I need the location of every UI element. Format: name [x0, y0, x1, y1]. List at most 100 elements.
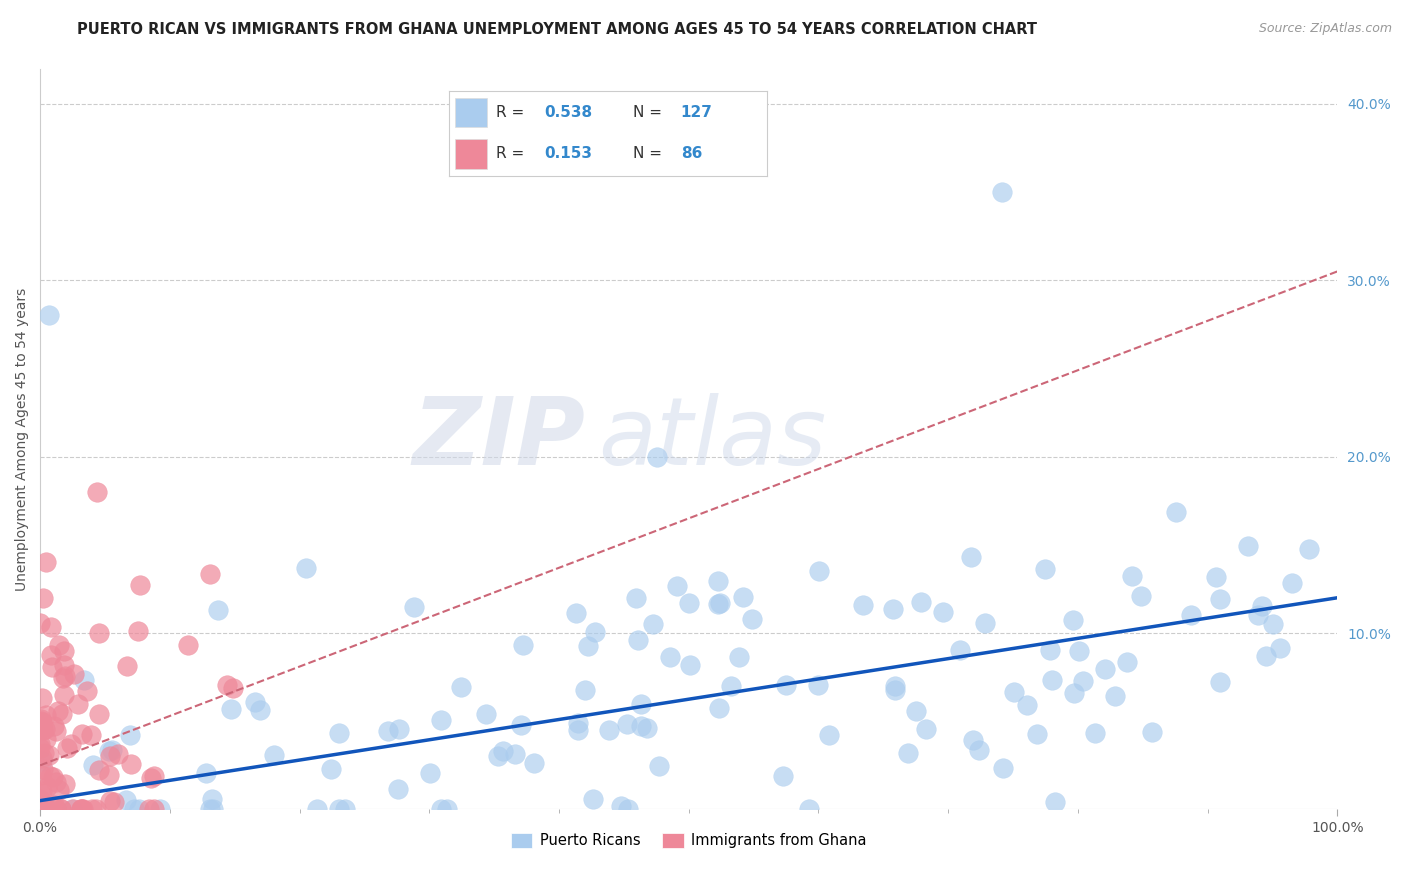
Point — [207, 603, 229, 617]
Point — [32, 802, 55, 816]
Point — [70, 802, 93, 816]
Point — [31, 690, 53, 705]
Point — [436, 802, 458, 816]
Point — [949, 642, 972, 657]
Point — [62, 802, 84, 816]
Point — [128, 577, 150, 591]
Point — [648, 758, 671, 772]
Point — [1237, 540, 1260, 554]
Point — [328, 802, 350, 816]
Point — [142, 769, 165, 783]
Point — [60, 737, 83, 751]
Point — [1121, 569, 1143, 583]
Point — [34, 723, 56, 737]
Point — [139, 771, 162, 785]
Point — [1015, 698, 1038, 712]
Point — [884, 679, 907, 693]
Point — [430, 802, 453, 816]
Point — [101, 743, 124, 757]
Point — [70, 802, 93, 816]
Point — [128, 802, 150, 816]
Point — [707, 574, 730, 589]
Point — [475, 707, 498, 722]
Point — [80, 802, 103, 816]
Point — [583, 625, 606, 640]
Point — [1140, 725, 1163, 739]
Point — [38, 769, 60, 783]
Point — [630, 697, 652, 711]
Point — [1164, 505, 1187, 519]
Point — [48, 639, 70, 653]
Point — [990, 185, 1012, 199]
Point — [328, 726, 350, 740]
Point — [263, 747, 285, 762]
Point — [87, 763, 110, 777]
Text: Source: ZipAtlas.com: Source: ZipAtlas.com — [1258, 22, 1392, 36]
Point — [967, 743, 990, 757]
Point — [30, 615, 52, 630]
Point — [659, 650, 682, 665]
Point — [35, 707, 58, 722]
Point — [53, 776, 76, 790]
Point — [598, 723, 620, 738]
Point — [387, 782, 409, 797]
Point — [388, 722, 411, 736]
Point — [1208, 675, 1230, 690]
Point — [34, 802, 56, 816]
Point — [932, 605, 955, 619]
Point — [42, 770, 65, 784]
Point — [49, 802, 72, 816]
Point — [707, 701, 730, 715]
Point — [630, 719, 652, 733]
Point — [73, 673, 96, 687]
Point — [52, 643, 75, 657]
Legend: Puerto Ricans, Immigrants from Ghana: Puerto Ricans, Immigrants from Ghana — [505, 827, 873, 854]
Point — [731, 590, 754, 604]
Point — [37, 780, 59, 795]
Point — [249, 703, 271, 717]
Point — [1281, 575, 1303, 590]
Point — [741, 612, 763, 626]
Point — [576, 639, 599, 653]
Point — [114, 793, 136, 807]
Point — [30, 802, 52, 816]
Point — [641, 617, 664, 632]
Point — [62, 802, 84, 816]
Point — [30, 712, 52, 726]
Point — [53, 657, 76, 672]
Text: ZIP: ZIP — [412, 393, 585, 485]
Point — [295, 560, 318, 574]
Point — [39, 620, 62, 634]
Point — [402, 600, 425, 615]
Point — [31, 720, 53, 734]
Point — [34, 556, 56, 570]
Point — [627, 633, 650, 648]
Point — [319, 762, 342, 776]
Point — [201, 802, 224, 816]
Point — [98, 768, 121, 782]
Point — [817, 728, 839, 742]
Point — [720, 679, 742, 693]
Point — [44, 719, 66, 733]
Point — [86, 484, 108, 499]
Point — [80, 728, 103, 742]
Point — [41, 660, 63, 674]
Point — [31, 783, 53, 797]
Point — [142, 802, 165, 816]
Point — [707, 597, 730, 611]
Point — [616, 717, 638, 731]
Point — [647, 450, 669, 464]
Point — [679, 657, 702, 672]
Point — [915, 722, 938, 736]
Point — [70, 802, 93, 816]
Point — [512, 638, 534, 652]
Point — [678, 597, 700, 611]
Point — [217, 678, 239, 692]
Point — [1298, 541, 1320, 556]
Point — [98, 794, 121, 808]
Point — [31, 754, 53, 768]
Point — [973, 616, 995, 631]
Point — [32, 746, 55, 760]
Point — [807, 678, 830, 692]
Point — [486, 748, 509, 763]
